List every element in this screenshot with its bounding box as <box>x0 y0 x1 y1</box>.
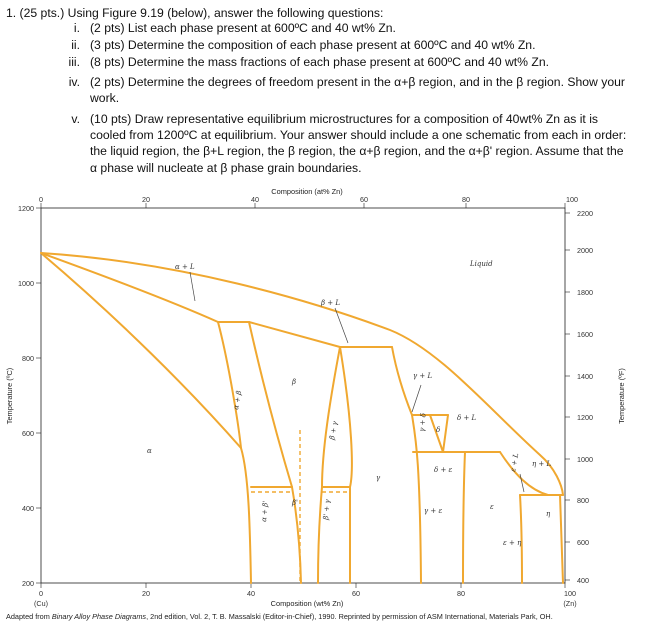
left-tick-label: 1000 <box>18 279 34 288</box>
right-tick-label: 2000 <box>577 246 593 255</box>
top-tick-label: 100 <box>566 195 578 204</box>
label-betap-gamma: β' + γ <box>322 498 332 521</box>
alpha-beta-left-line <box>217 321 242 449</box>
right-tick-label: 1200 <box>577 413 593 422</box>
phase-labels: α + L Liquid β + L γ + L α + β β β + γ γ… <box>147 260 552 547</box>
eps-L-boundary <box>499 451 549 496</box>
label-beta-L: β + L <box>320 299 340 307</box>
item-number: i. <box>73 21 80 35</box>
label-alpha-beta: α + β <box>232 390 243 410</box>
question-title: 1. (25 pts.) Using Figure 9.19 (below), … <box>6 6 384 20</box>
item-number: v. <box>71 112 80 126</box>
label-eta: η <box>546 510 551 518</box>
label-delta: δ <box>436 426 440 434</box>
peritectic-isotherm-2 <box>248 321 393 348</box>
label-beta: β <box>291 378 296 386</box>
item-text: (2 pts) Determine the degrees of freedom… <box>90 75 625 106</box>
item-text: (2 pts) List each phase present at 600ºC… <box>90 21 396 35</box>
gamma-right-boundary <box>411 414 422 584</box>
alpha-solvus-line <box>40 252 252 584</box>
label-eps-eta: ε + η <box>503 539 522 547</box>
item-number: ii. <box>71 38 80 52</box>
figure-caption: Adapted from Binary Alloy Phase Diagrams… <box>6 612 553 621</box>
label-alpha-betap: α + β' <box>260 500 270 522</box>
right-tick-label: 1600 <box>577 330 593 339</box>
label-beta-prime: β' <box>291 499 298 507</box>
delta-right-boundary <box>442 414 449 453</box>
label-eps-L: ε + L <box>509 452 520 472</box>
label-delta-L: δ + L <box>457 414 477 422</box>
left-axis: 1200 1000 800 600 400 200 Temperature (º… <box>5 204 41 588</box>
bottom-tick-label: 60 <box>352 589 360 598</box>
bottom-tick-label: 40 <box>247 589 255 598</box>
item-text: (3 pts) Determine the composition of eac… <box>90 38 536 52</box>
top-axis: 0 20 40 60 80 100 <box>39 195 578 208</box>
plot-frame <box>40 207 566 584</box>
ordering-dashes <box>251 430 350 583</box>
beta-right-boundary <box>321 346 341 488</box>
left-tick-label: 400 <box>22 504 34 513</box>
left-tick-label: 600 <box>22 429 34 438</box>
right-tick-label: 800 <box>577 496 589 505</box>
label-eta-L: η + L <box>532 460 552 468</box>
top-axis-title: Composition (at% Zn) <box>271 187 342 196</box>
eps-right-boundary <box>519 494 523 584</box>
left-tick-label: 1200 <box>18 204 34 213</box>
label-delta-eps: δ + ε <box>434 466 453 474</box>
bottom-tick-label: 0 <box>39 589 43 598</box>
right-tick-label: 600 <box>577 538 589 547</box>
label-gamma-delta: γ + δ <box>418 413 428 432</box>
gamma-left-boundary <box>339 346 353 584</box>
bottom-axis: 0 20 40 60 80 100 (Cu) (Zn) Composition … <box>34 583 577 608</box>
label-alpha: α <box>147 447 152 455</box>
phase-boundaries <box>40 252 564 584</box>
eps-left-boundary <box>462 451 466 584</box>
corner-label-zn: (Zn) <box>563 599 576 608</box>
item-number: iii. <box>68 55 80 69</box>
label-liquid: Liquid <box>469 260 493 268</box>
right-axis-title: Temperature (ºF) <box>617 368 626 424</box>
left-axis-title: Temperature (ºC) <box>5 368 14 425</box>
right-tick-label: 2200 <box>577 209 593 218</box>
right-tick-label: 1000 <box>577 455 593 464</box>
label-alpha-L: α + L <box>175 263 195 271</box>
bottom-tick-label: 80 <box>457 589 465 598</box>
solidus-alpha-line <box>40 252 219 323</box>
beta-left-boundary <box>248 321 293 488</box>
bottom-tick-label: 20 <box>142 589 150 598</box>
bottom-tick-label: 100 <box>564 589 576 598</box>
left-tick-label: 800 <box>22 354 34 363</box>
item-number: iv. <box>68 75 80 89</box>
caption-source-title: Binary Alloy Phase Diagrams <box>51 612 147 621</box>
right-tick-label: 1800 <box>577 288 593 297</box>
bottom-axis-title: Composition (wt% Zn) <box>271 599 344 608</box>
label-beta-gamma: β + γ <box>328 420 339 441</box>
label-epsilon: ε <box>490 503 494 511</box>
eta-boundary <box>559 494 564 584</box>
top-tick-label: 40 <box>251 195 259 204</box>
beta-prime-right <box>317 486 323 584</box>
top-tick-label: 80 <box>462 195 470 204</box>
corner-label-cu: (Cu) <box>34 599 48 608</box>
right-axis: 2200 2000 1800 1600 1400 1200 1000 800 6… <box>565 209 626 585</box>
item-text: (8 pts) Determine the mass fractions of … <box>90 55 550 69</box>
delta-left-boundary <box>429 414 444 453</box>
caption-prefix: Adapted from <box>6 612 52 621</box>
phase-diagram-figure: Composition (at% Zn) 0 20 40 60 80 100 0… <box>5 187 626 608</box>
pointer-arrows <box>189 271 525 493</box>
top-tick-label: 0 <box>39 195 43 204</box>
right-tick-label: 400 <box>577 576 589 585</box>
left-tick-label: 200 <box>22 579 34 588</box>
gamma-L-boundary <box>391 346 413 416</box>
right-tick-label: 1400 <box>577 372 593 381</box>
top-tick-label: 20 <box>142 195 150 204</box>
label-gamma: γ <box>376 474 381 482</box>
liquidus-line <box>40 252 564 496</box>
caption-suffix: , 2nd edition, Vol. 2, T. B. Massalski (… <box>146 612 553 621</box>
top-tick-label: 60 <box>360 195 368 204</box>
item-text: (10 pts) Draw representative equilibrium… <box>90 112 627 175</box>
label-gamma-L: γ + L <box>413 372 432 380</box>
label-gamma-eps: γ + ε <box>424 507 442 515</box>
